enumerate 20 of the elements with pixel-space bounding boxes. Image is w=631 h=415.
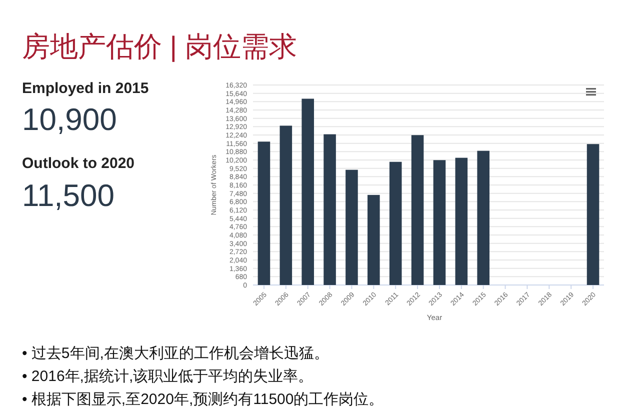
bar [258, 142, 270, 285]
text: • 过去5年间,在澳大利亚的工作机会增长迅猛。 [22, 345, 329, 362]
bar [280, 126, 292, 285]
bar [324, 134, 336, 285]
bar [302, 98, 314, 285]
bar [433, 160, 446, 285]
text: 10,900 [22, 102, 117, 137]
bar [586, 144, 600, 285]
bar [477, 150, 490, 285]
text: • 根据下图显示,至2020年,预测约有11500的工作岗位。 [22, 391, 384, 408]
bar [346, 170, 358, 285]
text: Outlook to 2020 [22, 155, 135, 172]
text: 11,500 [22, 178, 115, 213]
text: Employed in 2015 [22, 80, 149, 97]
bar [455, 158, 468, 285]
bar [389, 162, 402, 285]
text: • 2016年,据统计,该职业低于平均的失业率。 [22, 368, 314, 385]
bar [368, 194, 380, 285]
chart-title: 房地产估价 | 岗位需求 [22, 31, 297, 62]
bar [411, 135, 424, 285]
